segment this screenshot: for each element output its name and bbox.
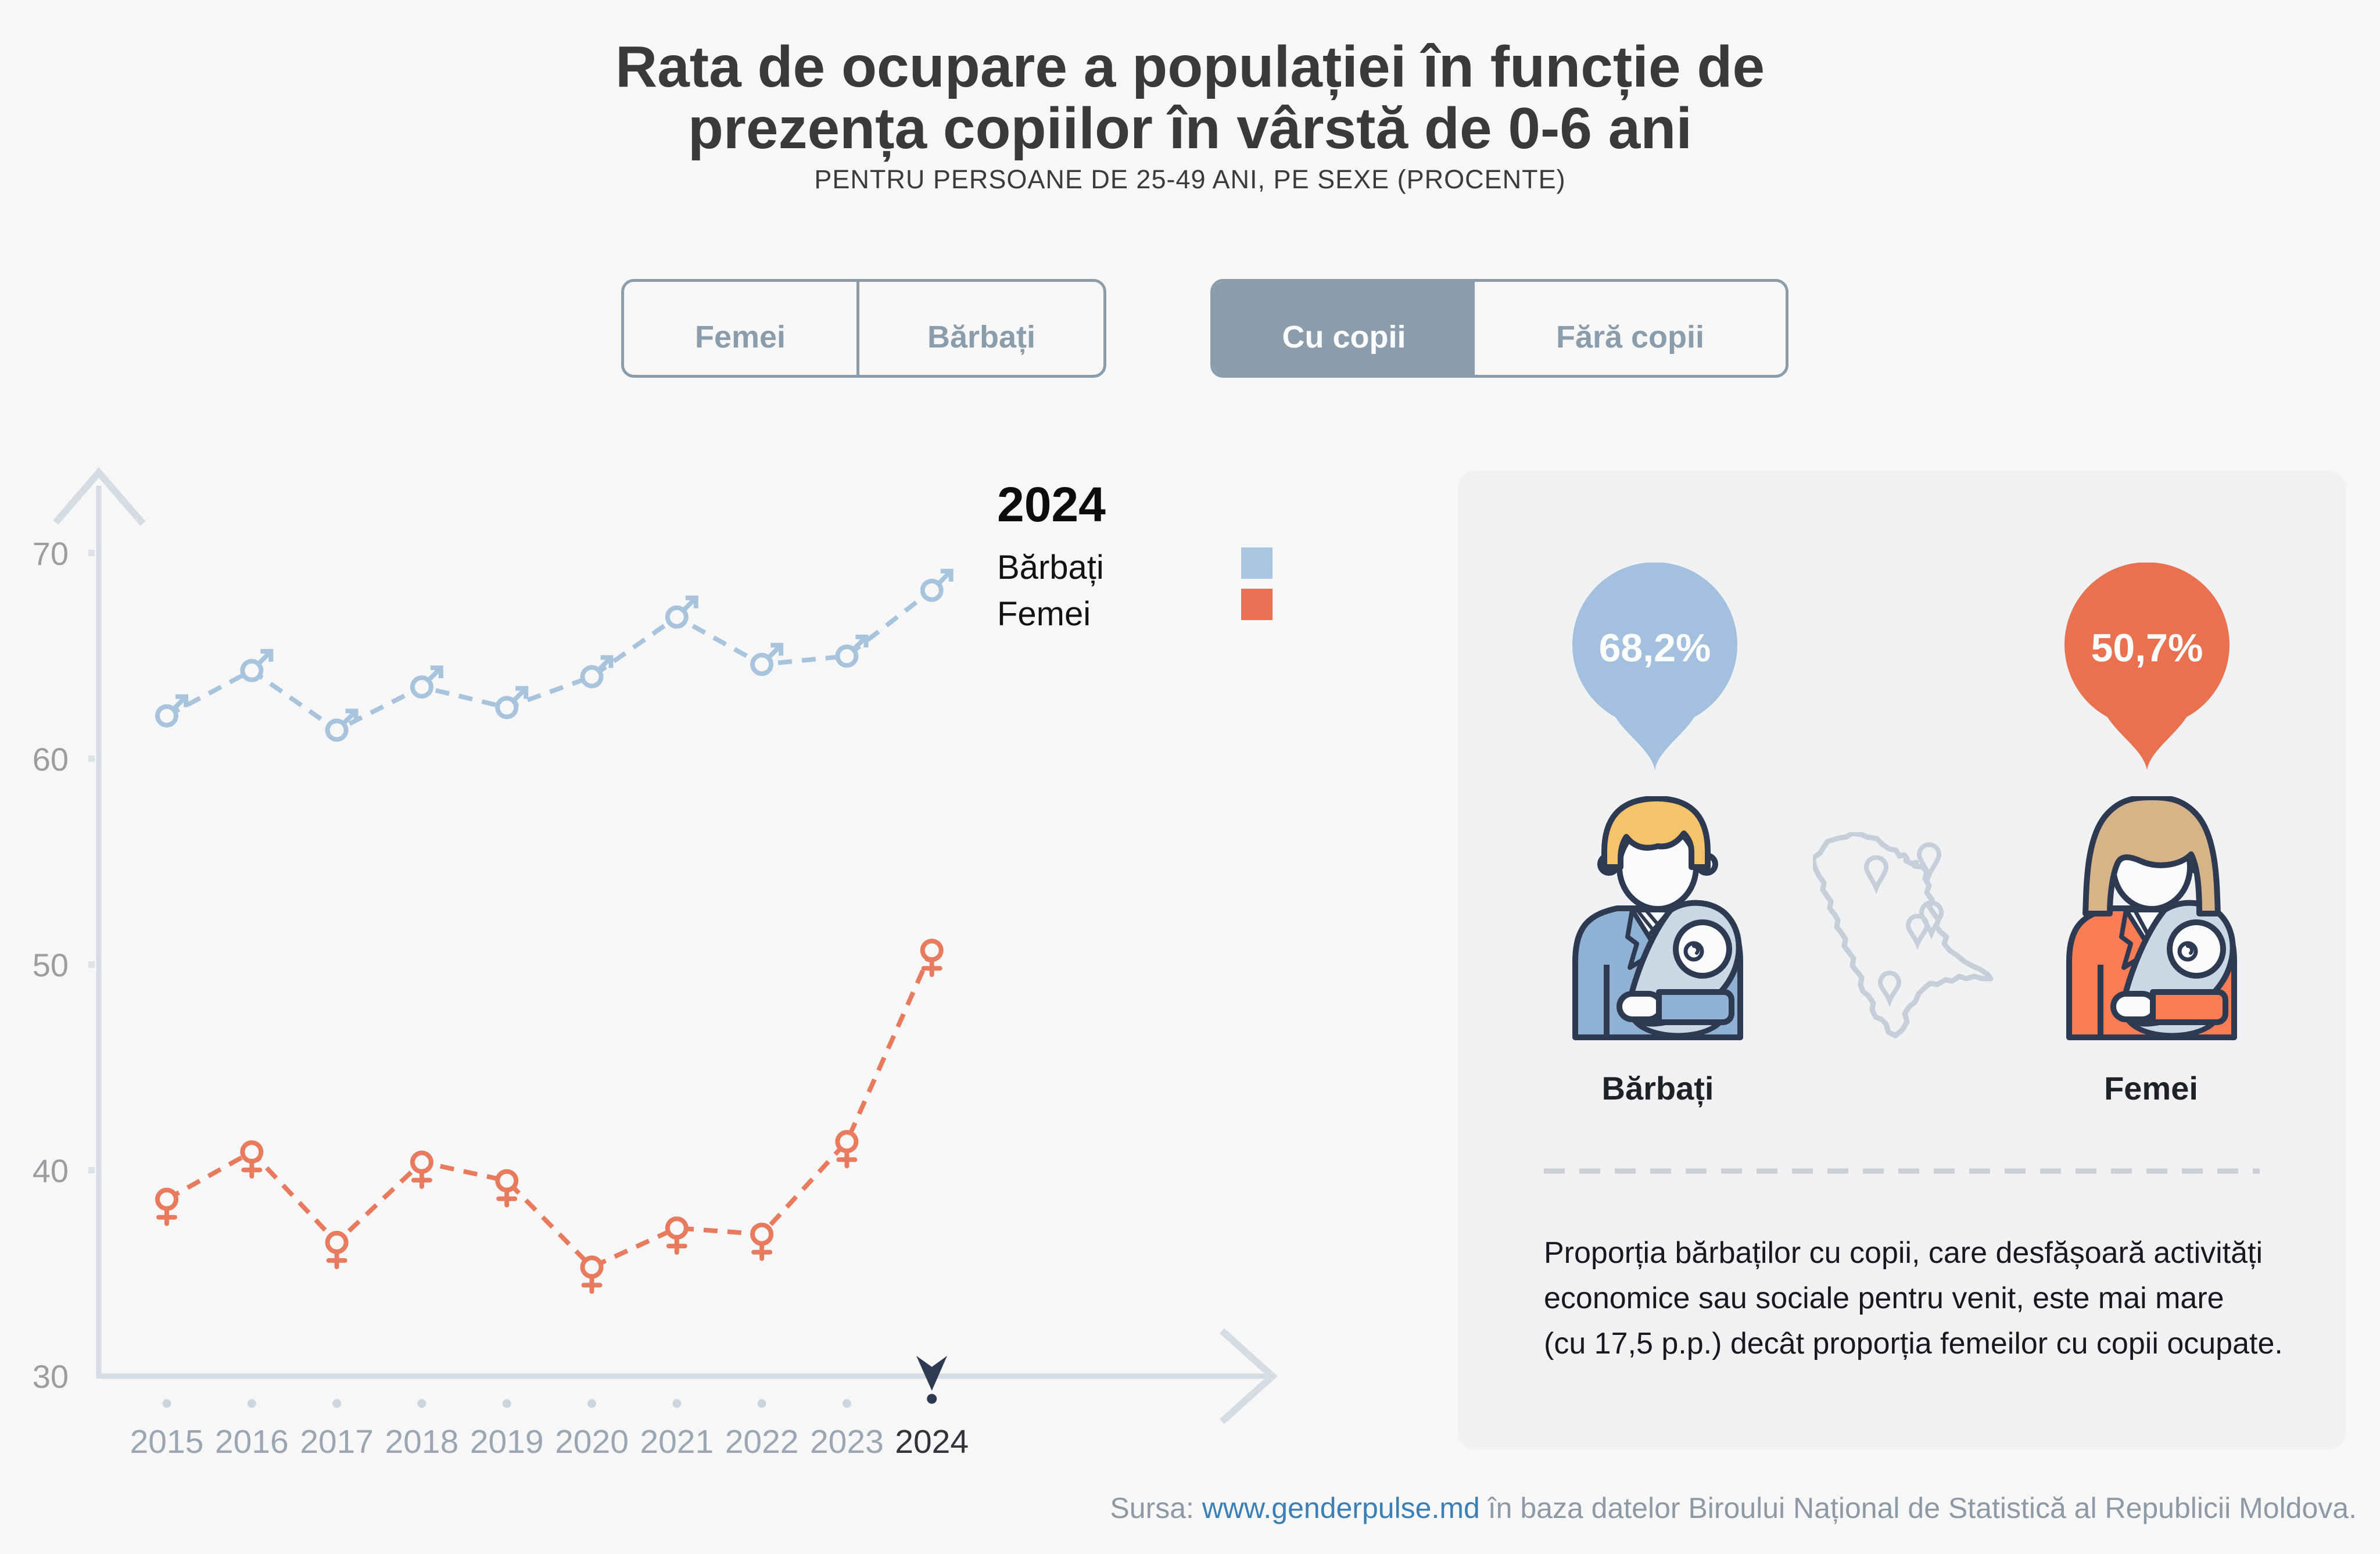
- svg-text:2019: 2019: [470, 1423, 544, 1460]
- svg-text:2024: 2024: [895, 1423, 969, 1460]
- svg-text:30: 30: [33, 1358, 69, 1395]
- svg-text:50,7%: 50,7%: [2091, 626, 2203, 670]
- svg-text:2017: 2017: [300, 1423, 374, 1460]
- svg-text:2018: 2018: [385, 1423, 458, 1460]
- svg-text:50: 50: [33, 947, 69, 983]
- svg-text:2022: 2022: [725, 1423, 799, 1460]
- svg-text:2020: 2020: [555, 1423, 629, 1460]
- svg-text:Femei: Femei: [997, 595, 1091, 633]
- svg-text:2024: 2024: [997, 477, 1106, 532]
- svg-text:2021: 2021: [640, 1423, 714, 1460]
- svg-text:70: 70: [33, 535, 69, 572]
- svg-text:68,2%: 68,2%: [1599, 626, 1711, 670]
- svg-text:2016: 2016: [215, 1423, 289, 1460]
- svg-text:2023: 2023: [810, 1423, 884, 1460]
- svg-text:40: 40: [33, 1152, 69, 1189]
- svg-text:60: 60: [33, 741, 69, 778]
- svg-text:2015: 2015: [130, 1423, 204, 1460]
- svg-text:Bărbați: Bărbați: [997, 549, 1104, 586]
